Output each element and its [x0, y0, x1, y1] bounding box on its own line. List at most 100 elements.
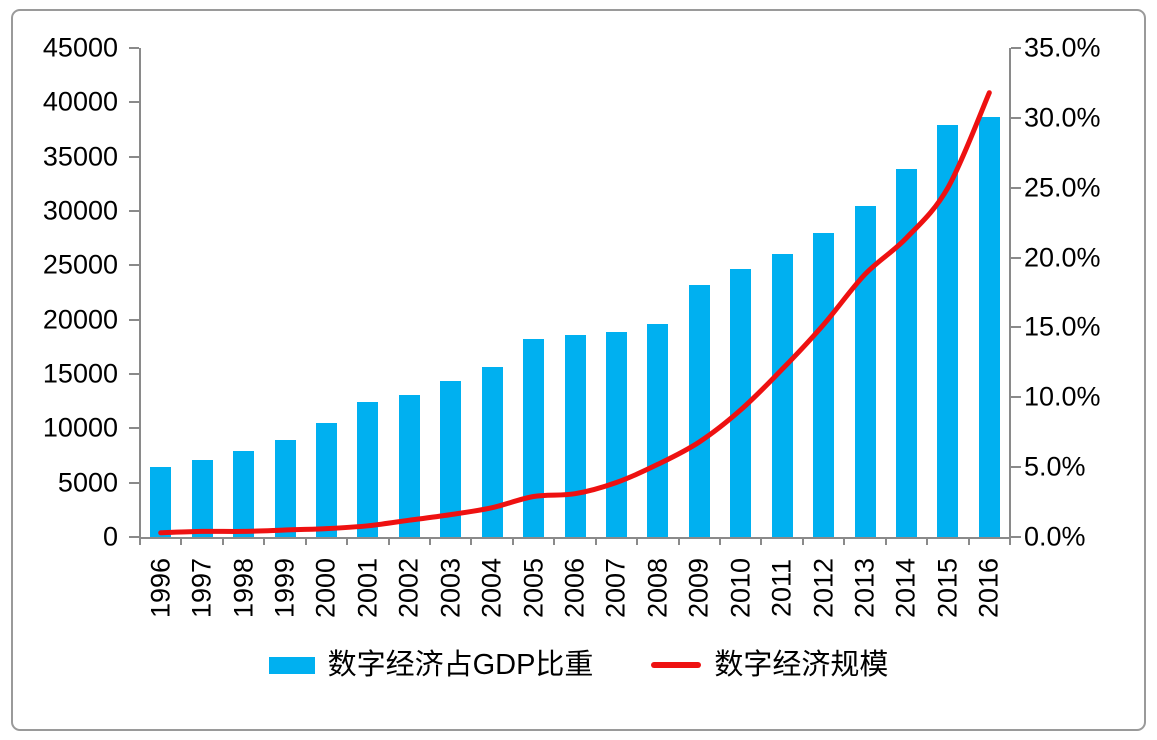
- left-axis-tick-label: 40000: [42, 86, 118, 117]
- x-axis-tick: [470, 537, 473, 545]
- x-axis-tick: [1009, 537, 1011, 545]
- legend-line-label: 数字经济规模: [714, 649, 889, 681]
- bar-1996: [150, 467, 172, 537]
- bar-2015: [937, 125, 959, 537]
- x-axis-label-2001: 2001: [352, 557, 383, 619]
- x-axis-label-2010: 2010: [725, 557, 756, 619]
- bar-2006: [564, 334, 586, 537]
- x-axis-label-2003: 2003: [435, 557, 466, 619]
- x-axis-label-2011: 2011: [766, 558, 797, 618]
- x-axis-label-2002: 2002: [393, 557, 424, 619]
- bar-1997: [191, 459, 213, 537]
- left-axis-tick-label: 20000: [42, 304, 118, 335]
- x-axis-label-2007: 2007: [600, 557, 631, 619]
- left-axis-tick-label: 0: [102, 521, 118, 552]
- x-axis-tick: [553, 537, 556, 545]
- legend-line-swatch: [651, 662, 702, 669]
- left-axis-line: [139, 48, 141, 539]
- x-axis-tick: [429, 537, 431, 545]
- right-axis-tick-label: 35.0%: [1024, 32, 1101, 63]
- x-axis-label-2016: 2016: [973, 557, 1004, 619]
- left-axis-tick: [129, 481, 139, 484]
- right-axis-tick-label: 20.0%: [1024, 242, 1101, 273]
- bar-2008: [647, 324, 669, 537]
- right-axis-tick: [1011, 466, 1021, 469]
- bar-1999: [274, 440, 296, 537]
- left-axis-tick: [129, 427, 139, 430]
- x-axis-tick: [511, 537, 514, 545]
- x-axis-label-2004: 2004: [476, 557, 507, 619]
- left-axis-tick-label: 25000: [42, 249, 118, 280]
- x-axis-label-2008: 2008: [642, 557, 673, 619]
- x-axis-tick: [760, 537, 763, 545]
- left-axis-tick-label: 10000: [42, 412, 118, 443]
- x-axis-tick: [180, 537, 183, 545]
- left-axis-tick-label: 45000: [42, 32, 118, 63]
- right-axis-tick: [1011, 256, 1021, 259]
- right-axis-tick-label: 0.0%: [1024, 521, 1086, 552]
- x-axis-label-2014: 2014: [890, 557, 921, 619]
- x-axis-label-1999: 1999: [269, 557, 300, 619]
- x-axis-label-1998: 1998: [228, 557, 259, 619]
- left-axis-tick-label: 5000: [57, 467, 118, 498]
- bar-2001: [357, 402, 379, 537]
- right-axis-line: [1009, 48, 1011, 539]
- right-axis-tick: [1011, 186, 1021, 189]
- left-axis-tick: [129, 47, 139, 49]
- left-axis-tick-label: 15000: [42, 358, 118, 389]
- bar-2011: [771, 253, 793, 537]
- bar-2013: [854, 206, 876, 537]
- right-axis-tick-label: 30.0%: [1024, 102, 1101, 133]
- left-axis-tick-label: 30000: [42, 195, 118, 226]
- x-axis-tick: [387, 537, 390, 545]
- legend-item-line: 数字经济规模: [651, 648, 888, 683]
- bar-2009: [688, 284, 710, 537]
- x-axis-tick: [677, 537, 680, 545]
- x-axis-tick: [221, 537, 224, 545]
- bar-2010: [730, 268, 752, 537]
- legend-item-bar: 数字经济占GDP比重: [268, 648, 594, 683]
- legend: 数字经济占GDP比重 数字经济规模: [0, 648, 1157, 683]
- right-axis-tick: [1011, 47, 1021, 49]
- x-axis-tick: [884, 537, 887, 545]
- right-axis-tick-label: 10.0%: [1024, 381, 1101, 412]
- x-axis-label-2006: 2006: [559, 557, 590, 619]
- legend-bar-label: 数字经济占GDP比重: [327, 649, 594, 681]
- x-axis-label-2005: 2005: [518, 557, 549, 619]
- x-axis-label-1996: 1996: [145, 557, 176, 619]
- x-axis-tick: [636, 537, 639, 545]
- bar-2004: [481, 366, 503, 537]
- bar-2002: [398, 395, 420, 537]
- x-axis-tick: [139, 537, 141, 545]
- x-axis-tick: [594, 537, 597, 545]
- x-axis-label-2012: 2012: [808, 557, 839, 619]
- right-axis-tick: [1011, 396, 1021, 399]
- bar-2016: [978, 117, 1000, 537]
- x-axis-label-2000: 2000: [310, 557, 341, 619]
- plot-area: [129, 47, 1021, 545]
- left-axis-tick: [129, 155, 139, 158]
- bar-2014: [895, 168, 917, 537]
- x-axis-tick: [346, 537, 349, 545]
- bar-1998: [233, 450, 255, 537]
- bar-2000: [315, 422, 337, 537]
- left-axis-tick: [129, 210, 139, 212]
- left-axis-tick: [129, 373, 139, 375]
- x-axis-tick: [263, 537, 266, 545]
- x-axis-label-1997: 1997: [186, 557, 217, 619]
- x-axis-tick: [801, 537, 804, 545]
- right-axis-tick-label: 25.0%: [1024, 172, 1101, 203]
- x-axis-tick: [843, 537, 846, 545]
- right-axis-tick: [1011, 116, 1021, 119]
- x-axis-label-2009: 2009: [683, 557, 714, 619]
- bar-2005: [523, 338, 545, 537]
- bar-2003: [440, 380, 462, 537]
- x-axis-tick: [719, 537, 721, 545]
- x-axis-label-2015: 2015: [932, 557, 963, 619]
- right-axis-tick: [1011, 326, 1021, 329]
- right-axis-tick: [1011, 536, 1021, 538]
- x-axis-tick: [967, 537, 970, 545]
- left-axis-tick: [129, 264, 139, 267]
- left-axis-tick: [129, 318, 139, 321]
